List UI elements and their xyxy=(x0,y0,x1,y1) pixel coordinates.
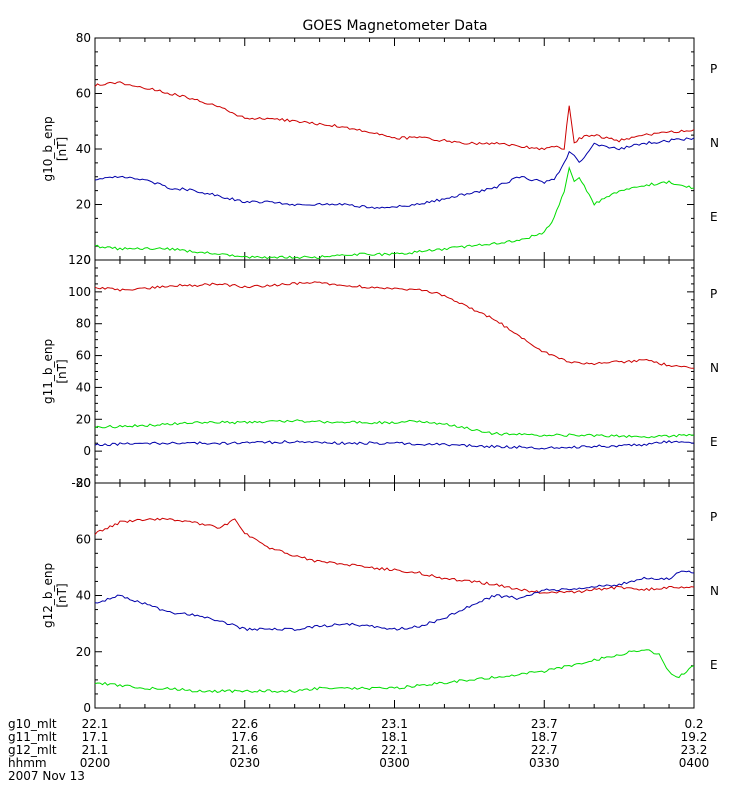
mlt-value: 0230 xyxy=(229,756,260,770)
panel-frame xyxy=(94,259,695,484)
mlt-value: 0400 xyxy=(679,756,710,770)
y-axis-label: g11_b_enp xyxy=(41,339,55,404)
y-tick-label: 120 xyxy=(68,253,91,267)
mlt-value: 22.1 xyxy=(82,717,109,731)
panel-frame xyxy=(94,37,695,261)
panel-2: 0 20 40 60 80 g12_b_enp [nT] P N E xyxy=(41,476,719,715)
series-line-N xyxy=(94,165,695,260)
mlt-row-label: g11_mlt xyxy=(8,730,57,744)
y-tick-label: 20 xyxy=(76,645,91,659)
mlt-value: 0330 xyxy=(529,756,560,770)
legend-E: E xyxy=(710,658,718,672)
series-line-P xyxy=(94,81,695,151)
y-axis-label: g12_b_enp xyxy=(41,563,55,628)
series-line-E xyxy=(94,570,695,632)
y-tick-label: -20 xyxy=(71,476,91,490)
legend-E: E xyxy=(710,210,718,224)
chart-title: GOES Magnetometer Data xyxy=(302,18,487,34)
series-line-N xyxy=(94,649,695,694)
series-line-E xyxy=(94,439,695,450)
panel-0: 0 20 40 60 80 g10_b_enp [nT] P N E xyxy=(41,31,719,267)
y-tick-label: 20 xyxy=(76,412,91,426)
mlt-value: 18.7 xyxy=(531,730,558,744)
panel-frame xyxy=(94,482,695,709)
mlt-value: 0.2 xyxy=(684,717,703,731)
panel-1: -20 0 20 40 60 80 100 120 g11_b_enp [nT] P N E xyxy=(41,253,719,490)
y-tick-label: 40 xyxy=(76,380,91,394)
series-line-N xyxy=(94,419,695,439)
y-tick-label: 80 xyxy=(76,317,91,331)
mlt-value: 17.1 xyxy=(82,730,109,744)
y-axis-label: g10_b_enp xyxy=(41,116,55,181)
mlt-value: 21.1 xyxy=(82,743,109,757)
y-tick-label: 0 xyxy=(83,253,91,267)
mlt-value: 22.1 xyxy=(381,743,408,757)
series-line-E xyxy=(94,137,695,210)
mlt-value: 21.6 xyxy=(231,743,258,757)
footer-mlt-table: g10_mlt 22.1 22.6 23.1 23.7 0.2 g11_mlt 17.1 17.… xyxy=(8,717,709,770)
y-axis-unit: [nT] xyxy=(55,137,69,161)
legend-P: P xyxy=(710,510,717,524)
y-axis-unit: [nT] xyxy=(55,359,69,383)
legend-P: P xyxy=(710,287,717,301)
mlt-value: 22.6 xyxy=(231,717,258,731)
legend-E: E xyxy=(710,435,718,449)
legend-P: P xyxy=(710,62,717,76)
mlt-value: 23.1 xyxy=(381,717,408,731)
legend-N: N xyxy=(710,136,719,150)
legend-N: N xyxy=(710,361,719,375)
mlt-row-label: hhmm xyxy=(8,756,47,770)
series-line-P xyxy=(94,517,695,594)
y-tick-label: 60 xyxy=(76,532,91,546)
date-label: 2007 Nov 13 xyxy=(8,769,85,783)
y-tick-label: 40 xyxy=(76,142,91,156)
mlt-value: 23.7 xyxy=(531,717,558,731)
y-tick-label: 40 xyxy=(76,589,91,603)
y-tick-label: 80 xyxy=(76,476,91,490)
y-tick-label: 100 xyxy=(68,285,91,299)
mlt-value: 0200 xyxy=(80,756,111,770)
y-tick-label: 60 xyxy=(76,87,91,101)
y-tick-label: 60 xyxy=(76,349,91,363)
mlt-value: 18.1 xyxy=(381,730,408,744)
y-axis-unit: [nT] xyxy=(55,583,69,607)
mlt-value: 22.7 xyxy=(531,743,558,757)
mlt-value: 19.2 xyxy=(681,730,708,744)
mlt-value: 23.2 xyxy=(681,743,708,757)
mlt-row-label: g12_mlt xyxy=(8,743,57,757)
y-tick-label: 80 xyxy=(76,31,91,45)
y-tick-label: 0 xyxy=(83,444,91,458)
mlt-row-label: g10_mlt xyxy=(8,717,57,731)
legend-N: N xyxy=(710,584,719,598)
y-tick-label: 20 xyxy=(76,198,91,212)
y-tick-label: 0 xyxy=(83,701,91,715)
series-line-P xyxy=(94,281,694,369)
mlt-value: 17.6 xyxy=(231,730,258,744)
mlt-value: 0300 xyxy=(379,756,410,770)
